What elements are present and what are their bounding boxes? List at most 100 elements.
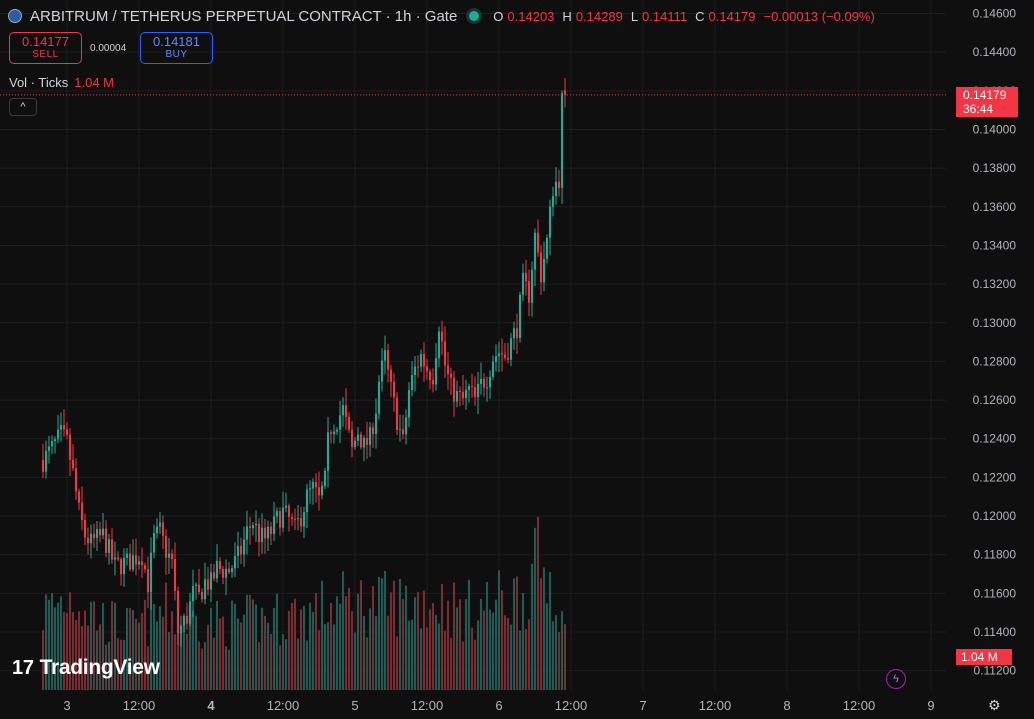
volume-bar [170, 611, 174, 690]
candle-body [41, 460, 45, 472]
volume-bar [515, 576, 519, 690]
tradingview-logo[interactable]: 17 TradingView [12, 656, 160, 680]
candle-body [338, 415, 342, 430]
volume-bar [332, 624, 336, 690]
low-key: L [630, 8, 639, 24]
candle-body [161, 522, 165, 536]
volume-bar [488, 609, 492, 690]
candle-body [554, 181, 558, 197]
volume-bar [428, 609, 432, 690]
candle-body [515, 328, 519, 338]
volume-bar [353, 632, 357, 690]
candle-body [383, 350, 387, 361]
open-value: 0.14203 [507, 8, 555, 24]
volume-bar [329, 602, 333, 690]
candle-body [92, 533, 96, 539]
volume-bar [512, 578, 516, 690]
volume-bar [86, 625, 90, 690]
candle-body [119, 559, 123, 575]
sell-price: 0.14177 [22, 34, 69, 49]
price-axis[interactable]: 0.146000.144000.142000.140000.138000.136… [973, 7, 1017, 678]
volume-bar [83, 610, 87, 690]
ohlc-values: O 0.14203 H 0.14289 L 0.14111 C 0.14179 −0.0… [489, 9, 875, 24]
candle-body [131, 555, 135, 570]
candle-body [227, 568, 231, 573]
symbol-title[interactable]: ARBITRUM / TETHERUS PERPETUAL CONTRACT ·… [30, 7, 458, 25]
candle-body [158, 522, 162, 527]
candle-body [443, 341, 447, 366]
candle-body [251, 525, 255, 529]
candle-body [323, 470, 327, 486]
candle-body [365, 437, 369, 445]
candle-body [122, 557, 126, 575]
candle-body [287, 505, 291, 517]
volume-bar [293, 598, 297, 690]
volume-bar [395, 636, 399, 690]
volume-bar [374, 616, 378, 690]
candle-body [527, 281, 531, 303]
volume-bar [188, 604, 192, 690]
candle-body [116, 557, 120, 560]
candle-body [191, 585, 195, 602]
sell-button[interactable]: 0.14177 SELL [9, 32, 82, 64]
candle-body [437, 331, 441, 359]
time-tick-label: 12:00 [411, 698, 444, 713]
candle-body [164, 535, 168, 558]
candle-body [56, 429, 60, 440]
sell-label: SELL [32, 49, 59, 60]
candle-body [401, 429, 405, 435]
candle-body [176, 590, 180, 634]
volume-bar [446, 600, 450, 690]
time-tick-label: 5 [351, 698, 358, 713]
volume-bar [416, 592, 420, 690]
volume-bar [200, 648, 204, 690]
candle-body [143, 565, 147, 570]
volume-bar [545, 603, 549, 690]
volume-legend[interactable]: Vol · Ticks 1.04 M [9, 75, 114, 90]
market-open-icon [469, 11, 480, 21]
candle-body [203, 579, 207, 600]
volume-bar [410, 619, 414, 690]
candle-body [77, 491, 81, 503]
candle-body [230, 568, 234, 573]
volume-bar [194, 615, 198, 690]
candle-body [278, 511, 282, 528]
candle-body [83, 519, 87, 538]
candle-body [224, 568, 228, 578]
candle-body [209, 572, 213, 590]
high-key: H [562, 8, 572, 24]
settings-gear-icon[interactable]: ⚙ [988, 697, 1001, 713]
candle-body [563, 90, 567, 95]
volume-bar [344, 596, 348, 690]
candle-body [80, 502, 84, 520]
candle-body [446, 365, 450, 375]
volume-bar [125, 608, 129, 690]
volume-bar [338, 603, 342, 690]
volume-bar [305, 640, 309, 690]
volume-bar [560, 611, 564, 690]
collapse-legend-button[interactable]: ^ [9, 98, 37, 116]
volume-bar [218, 618, 222, 690]
volume-bar [548, 571, 552, 690]
time-axis[interactable]: 3 12:00 4 12:00 5 12:00 6 12:00 7 12:00 8 12:00 9 [63, 698, 934, 713]
candle-body [488, 376, 492, 388]
candle-body [422, 353, 426, 367]
lightning-icon[interactable]: ϟ [886, 669, 906, 689]
volume-tag: 1.04 M [956, 649, 1012, 665]
volume-bar [74, 620, 78, 690]
buy-button[interactable]: 0.14181 BUY [140, 32, 213, 64]
candle-body [548, 206, 552, 238]
candle-body [296, 518, 300, 520]
volume-bar [155, 621, 159, 690]
candle-body [197, 584, 201, 593]
bar-countdown: 36:44 [963, 102, 994, 116]
candle-body [311, 481, 315, 489]
candle-body [71, 459, 75, 469]
candle-body [494, 356, 498, 362]
price-tick-label: 0.12400 [973, 432, 1017, 446]
candle-body [353, 440, 357, 447]
candle-body [284, 505, 288, 508]
candle-body [44, 450, 48, 472]
candle-body [86, 537, 90, 544]
